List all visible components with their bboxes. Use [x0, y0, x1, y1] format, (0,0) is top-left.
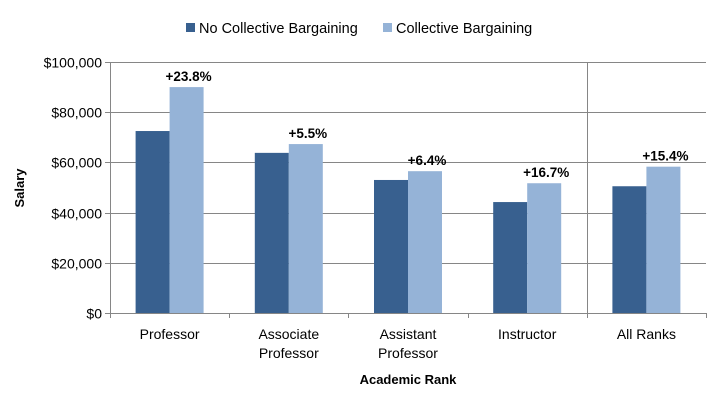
x-tick-label-line: All Ranks — [617, 326, 676, 342]
x-tick-label-associate-professor: Associate Professor — [258, 326, 319, 361]
x-tick-label-line: Professor — [140, 326, 200, 342]
bars — [135, 87, 681, 313]
x-tick-label-line: Associate — [258, 326, 319, 342]
bar-no-collective-bargaining-associate-professor — [254, 152, 289, 313]
x-tick-label-line: Assistant — [380, 326, 437, 342]
x-tick-label-assistant-professor: Assistant Professor — [378, 326, 438, 361]
y-tick-label: $100,000 — [44, 55, 103, 71]
bar-annotation-all-ranks: +15.4% — [642, 149, 688, 164]
y-tick-label: $0 — [86, 306, 102, 322]
labels: $0 $20,000 $40,000 $60,000 $80,000 $100,000 +2… — [44, 55, 689, 362]
bar-no-collective-bargaining-instructor — [493, 202, 528, 313]
x-tick-label-line: Professor — [259, 345, 319, 361]
y-tick-label: $40,000 — [51, 206, 102, 222]
legend-swatch-no-collective-bargaining — [186, 23, 195, 32]
bar-annotation-instructor: +16.7% — [523, 165, 569, 180]
legend-label-collective-bargaining: Collective Bargaining — [396, 21, 532, 37]
x-tick-label-instructor: Instructor — [498, 326, 557, 342]
x-tick-label-all-ranks: All Ranks — [617, 326, 676, 342]
axes — [105, 62, 707, 318]
bar-collective-bargaining-instructor — [527, 183, 562, 313]
bar-annotation-assistant-professor: +6.4% — [408, 153, 447, 168]
bar-collective-bargaining-associate-professor — [288, 144, 323, 313]
bar-collective-bargaining-assistant-professor — [408, 171, 442, 313]
x-tick-label-professor: Professor — [140, 326, 200, 342]
legend-label-no-collective-bargaining: No Collective Bargaining — [199, 21, 358, 37]
y-axis-title: Salary — [12, 168, 27, 208]
gridlines — [110, 62, 706, 264]
bar-no-collective-bargaining-all-ranks — [612, 186, 647, 313]
y-tick-label: $60,000 — [51, 155, 102, 171]
bar-annotation-associate-professor: +5.5% — [288, 126, 327, 141]
x-tick-label-line: Professor — [378, 345, 438, 361]
bar-annotation-professor: +23.8% — [166, 69, 212, 84]
bar-collective-bargaining-professor — [169, 87, 204, 313]
bar-no-collective-bargaining-assistant-professor — [374, 179, 408, 313]
bar-no-collective-bargaining-professor — [135, 131, 170, 313]
y-tick-label: $80,000 — [51, 105, 102, 121]
legend: No Collective Bargaining Collective Barg… — [186, 21, 532, 37]
bar-collective-bargaining-all-ranks — [646, 166, 681, 313]
x-axis-title: Academic Rank — [360, 372, 458, 387]
legend-swatch-collective-bargaining — [383, 23, 392, 32]
x-tick-label-line: Instructor — [498, 326, 557, 342]
y-tick-label: $20,000 — [51, 256, 102, 272]
